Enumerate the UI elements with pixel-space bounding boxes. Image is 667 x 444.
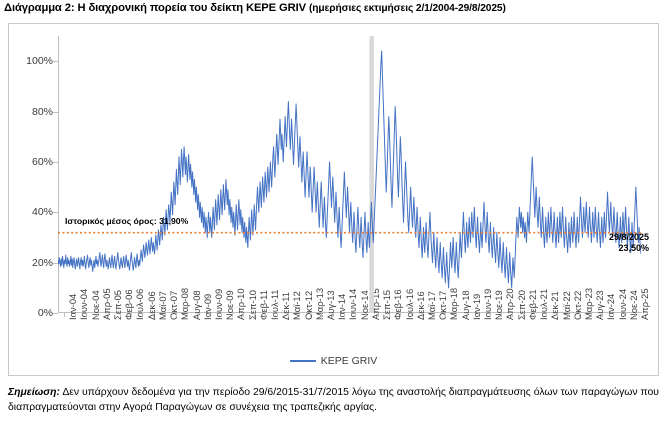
x-axis-tick xyxy=(411,313,413,317)
x-axis-tick xyxy=(86,313,88,317)
x-axis-line xyxy=(58,312,642,313)
y-axis-label: 20% xyxy=(31,256,53,269)
x-axis-tick xyxy=(523,313,525,317)
x-axis-tick xyxy=(209,313,211,317)
y-axis-label: 80% xyxy=(31,105,53,118)
x-axis-tick xyxy=(377,313,379,317)
x-axis-tick xyxy=(97,313,99,317)
last-value-date: 29/8/2025 xyxy=(608,231,649,242)
x-axis-tick xyxy=(444,313,446,317)
y-axis-line xyxy=(58,36,59,313)
y-axis-tick xyxy=(53,111,58,113)
x-axis-tick xyxy=(590,313,592,317)
x-axis-tick xyxy=(355,313,357,317)
x-axis-tick xyxy=(512,313,514,317)
x-axis-tick xyxy=(310,313,312,317)
x-axis-tick xyxy=(231,313,233,317)
x-axis-tick xyxy=(276,313,278,317)
x-axis-tick xyxy=(265,313,267,317)
x-axis-tick xyxy=(153,313,155,317)
x-axis-tick xyxy=(534,313,536,317)
x-axis-tick xyxy=(568,313,570,317)
y-axis-label: 40% xyxy=(31,206,53,219)
series-kepe-griv xyxy=(58,36,641,313)
x-axis-tick xyxy=(388,313,390,317)
x-axis-tick xyxy=(186,313,188,317)
x-axis-tick xyxy=(579,313,581,317)
y-axis-tick xyxy=(53,161,58,163)
x-axis-tick xyxy=(635,313,637,317)
x-axis-tick xyxy=(175,313,177,317)
x-axis-tick xyxy=(254,313,256,317)
x-axis-tick xyxy=(343,313,345,317)
x-axis-tick xyxy=(321,313,323,317)
x-axis-tick xyxy=(366,313,368,317)
x-axis-tick xyxy=(142,313,144,317)
chart-legend: KEPE GRIV xyxy=(9,355,658,367)
x-axis-tick xyxy=(612,313,614,317)
x-axis-tick xyxy=(433,313,435,317)
x-axis-tick xyxy=(220,313,222,317)
x-axis-tick xyxy=(422,313,424,317)
x-axis-tick xyxy=(299,313,301,317)
x-axis-tick xyxy=(467,313,469,317)
page-title: Διάγραμμα 2: Η διαχρονική πορεία του δεί… xyxy=(4,2,664,14)
x-axis-tick xyxy=(119,313,121,317)
page-title-sub: (ημερήσιες εκτιμήσεις 2/1/2004-29/8/2025… xyxy=(309,3,506,14)
y-axis-label: 100% xyxy=(26,55,53,68)
x-axis-tick xyxy=(489,313,491,317)
footnote: Σημείωση: Δεν υπάρχουν δεδομένα για την … xyxy=(8,386,659,415)
chart-container: 0% 20% 40% 60% 80% 100% Ιαν-04 Ιουν-04 Νοε-04 Απ… xyxy=(8,23,659,376)
x-axis-tick xyxy=(478,313,480,317)
x-axis-tick xyxy=(74,313,76,317)
y-axis-tick xyxy=(53,313,58,314)
y-axis-tick xyxy=(53,262,58,264)
average-annotation: Ιστορικός μέσος όρος: 31,90% xyxy=(65,215,189,226)
x-axis-tick xyxy=(500,313,502,317)
x-axis-tick xyxy=(108,313,110,317)
x-axis-tick xyxy=(242,313,244,317)
page-title-main: Διάγραμμα 2: Η διαχρονική πορεία του δεί… xyxy=(4,2,309,14)
y-axis-label: 0% xyxy=(37,307,53,319)
x-axis-tick xyxy=(63,313,65,317)
x-axis-tick xyxy=(130,313,132,317)
legend-color-swatch xyxy=(289,360,316,362)
x-axis-tick xyxy=(287,313,289,317)
footnote-label: Σημείωση: xyxy=(8,387,60,398)
data-gap-band xyxy=(369,36,374,313)
x-axis-tick xyxy=(601,313,603,317)
x-axis-tick xyxy=(164,313,166,317)
x-axis-tick xyxy=(198,313,200,317)
footnote-text: Δεν υπάρχουν δεδομένα για την περίοδο 29… xyxy=(8,387,659,413)
x-axis-tick xyxy=(624,313,626,317)
y-axis-tick xyxy=(53,212,58,214)
x-axis-tick xyxy=(556,313,558,317)
x-axis-tick xyxy=(545,313,547,317)
y-axis-label: 60% xyxy=(31,155,53,168)
x-axis-tick xyxy=(456,313,457,317)
series-line xyxy=(58,50,641,289)
legend-label: KEPE GRIV xyxy=(320,355,378,367)
x-axis-tick xyxy=(399,313,401,317)
last-value-number: 23,50% xyxy=(618,242,649,253)
x-axis-tick xyxy=(332,313,334,317)
last-value-annotation: 29/8/2025 23,50% xyxy=(569,232,649,254)
y-axis-tick xyxy=(53,61,58,63)
plot-area xyxy=(58,36,641,313)
